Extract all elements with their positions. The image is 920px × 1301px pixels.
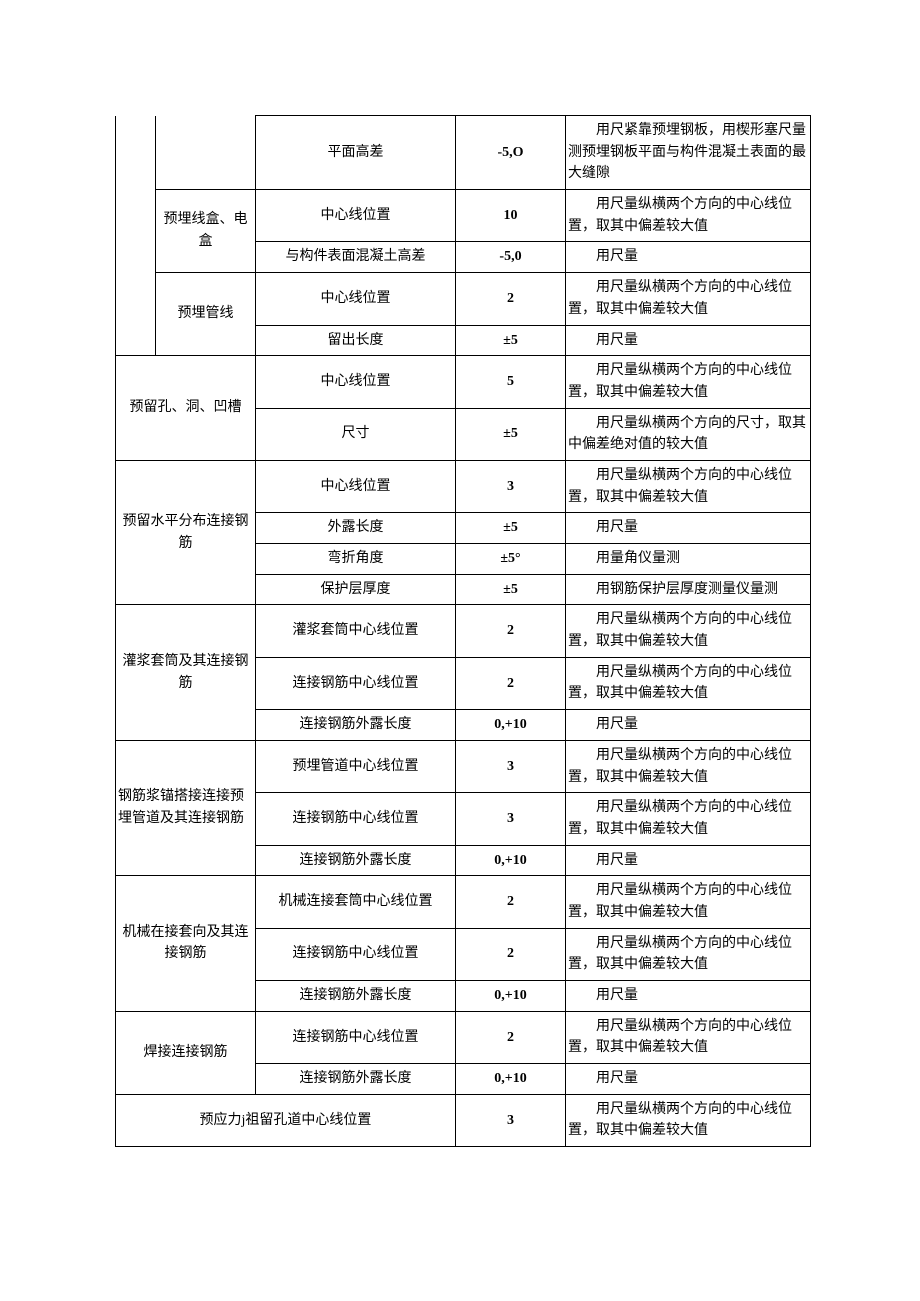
tol-cell: 3: [456, 460, 566, 512]
remark-cell: 用尺量纵横两个方向的中心线位置，取其中偏差较大值: [566, 190, 811, 242]
remark-cell: 用尺紧靠预埋钢板，用楔形塞尺量测预埋钢板平面与构件混凝土表面的最大缝隙: [566, 116, 811, 190]
item-cell: 外露长度: [256, 513, 456, 544]
tol-cell: 3: [456, 1094, 566, 1146]
remark-cell: 用尺量: [566, 845, 811, 876]
group-cell: 预埋线盒、电盒: [156, 190, 256, 273]
item-cell: 预埋管道中心线位置: [256, 740, 456, 792]
tol-cell: 3: [456, 740, 566, 792]
remark-cell: 用尺量: [566, 1064, 811, 1095]
tol-cell: 0,+10: [456, 1064, 566, 1095]
remark-cell: 用尺量纵横两个方向的中心线位置，取其中偏差较大值: [566, 356, 811, 408]
item-cell: 与构件表面混凝土高差: [256, 242, 456, 273]
tol-cell: 0,+10: [456, 710, 566, 741]
tol-cell: -5,0: [456, 242, 566, 273]
tol-cell: 3: [456, 793, 566, 845]
remark-cell: 用尺量纵横两个方向的尺寸，取其中偏差绝对值的较大值: [566, 408, 811, 460]
item-cell: 中心线位置: [256, 190, 456, 242]
tol-cell: 10: [456, 190, 566, 242]
item-cell: 连接钢筋外露长度: [256, 710, 456, 741]
item-cell: 尺寸: [256, 408, 456, 460]
group-cell: 焊接连接钢筋: [116, 1011, 256, 1094]
item-cell: 中心线位置: [256, 460, 456, 512]
item-cell: 中心线位置: [256, 273, 456, 325]
remark-cell: 用钢筋保护层厚度测量仪量测: [566, 574, 811, 605]
item-cell: 灌浆套筒中心线位置: [256, 605, 456, 657]
table-row: 预应力j祖留孔道中心线位置 3 用尺量纵横两个方向的中心线位置，取其中偏差较大值: [116, 1094, 811, 1146]
table-row: 钢筋浆锚搭接连接预埋管道及其连接钢筋 预埋管道中心线位置 3 用尺量纵横两个方向…: [116, 740, 811, 792]
table-row: 预埋线盒、电盒 中心线位置 10 用尺量纵横两个方向的中心线位置，取其中偏差较大…: [116, 190, 811, 242]
item-cell: 平面高差: [256, 116, 456, 190]
tol-cell: 2: [456, 928, 566, 980]
tol-cell: 2: [456, 273, 566, 325]
remark-cell: 用尺量纵横两个方向的中心线位置，取其中偏差较大值: [566, 793, 811, 845]
group-cell: 预留水平分布连接钢筋: [116, 460, 256, 604]
tol-cell: ±5: [456, 325, 566, 356]
tol-cell: ±5: [456, 574, 566, 605]
item-cell: 连接钢筋外露长度: [256, 1064, 456, 1095]
group-cell: 机械在接套向及其连接钢筋: [116, 876, 256, 1011]
item-cell: 留出长度: [256, 325, 456, 356]
group-cell: 灌浆套筒及其连接钢筋: [116, 605, 256, 740]
remark-cell: 用尺量纵横两个方向的中心线位置，取其中偏差较大值: [566, 928, 811, 980]
item-cell: 连接钢筋中心线位置: [256, 928, 456, 980]
group-cell: 预埋管线: [156, 273, 256, 356]
remark-cell: 用尺量: [566, 242, 811, 273]
item-cell: 连接钢筋外露长度: [256, 981, 456, 1012]
tol-cell: 2: [456, 876, 566, 928]
remark-cell: 用尺量纵横两个方向的中心线位置，取其中偏差较大值: [566, 605, 811, 657]
item-cell: 连接钢筋外露长度: [256, 845, 456, 876]
tol-cell: -5,O: [456, 116, 566, 190]
table-row: 机械在接套向及其连接钢筋 机械连接套筒中心线位置 2 用尺量纵横两个方向的中心线…: [116, 876, 811, 928]
table-row: 平面高差 -5,O 用尺紧靠预埋钢板，用楔形塞尺量测预埋钢板平面与构件混凝土表面…: [116, 116, 811, 190]
remark-cell: 用尺量纵横两个方向的中心线位置，取其中偏差较大值: [566, 273, 811, 325]
group-cell: 预留孔、洞、凹槽: [116, 356, 256, 461]
table-row: 焊接连接钢筋 连接钢筋中心线位置 2 用尺量纵横两个方向的中心线位置，取其中偏差…: [116, 1011, 811, 1063]
table-row: 预留水平分布连接钢筋 中心线位置 3 用尺量纵横两个方向的中心线位置，取其中偏差…: [116, 460, 811, 512]
item-cell: 弯折角度: [256, 544, 456, 575]
tol-cell: 0,+10: [456, 845, 566, 876]
table-row: 灌浆套筒及其连接钢筋 灌浆套筒中心线位置 2 用尺量纵横两个方向的中心线位置，取…: [116, 605, 811, 657]
tolerance-table: 平面高差 -5,O 用尺紧靠预埋钢板，用楔形塞尺量测预埋钢板平面与构件混凝土表面…: [115, 115, 811, 1147]
tol-cell: ±5: [456, 408, 566, 460]
group-cell: 预应力j祖留孔道中心线位置: [116, 1094, 456, 1146]
item-cell: 保护层厚度: [256, 574, 456, 605]
remark-cell: 用尺量纵横两个方向的中心线位置，取其中偏差较大值: [566, 1011, 811, 1063]
group-cell: 钢筋浆锚搭接连接预埋管道及其连接钢筋: [116, 740, 256, 875]
item-cell: 连接钢筋中心线位置: [256, 657, 456, 709]
remark-cell: 用尺量纵横两个方向的中心线位置，取其中偏差较大值: [566, 876, 811, 928]
remark-cell: 用量角仪量测: [566, 544, 811, 575]
remark-cell: 用尺量: [566, 710, 811, 741]
tol-cell: ±5°: [456, 544, 566, 575]
item-cell: 连接钢筋中心线位置: [256, 793, 456, 845]
remark-cell: 用尺量: [566, 981, 811, 1012]
table-row: 预埋管线 中心线位置 2 用尺量纵横两个方向的中心线位置，取其中偏差较大值: [116, 273, 811, 325]
tol-cell: 2: [456, 605, 566, 657]
tol-cell: 0,+10: [456, 981, 566, 1012]
table-row: 预留孔、洞、凹槽 中心线位置 5 用尺量纵横两个方向的中心线位置，取其中偏差较大…: [116, 356, 811, 408]
remark-cell: 用尺量纵横两个方向的中心线位置，取其中偏差较大值: [566, 460, 811, 512]
tol-cell: ±5: [456, 513, 566, 544]
tol-cell: 5: [456, 356, 566, 408]
remark-cell: 用尺量纵横两个方向的中心线位置，取其中偏差较大值: [566, 657, 811, 709]
remark-cell: 用尺量: [566, 325, 811, 356]
remark-cell: 用尺量纵横两个方向的中心线位置，取其中偏差较大值: [566, 1094, 811, 1146]
tol-cell: 2: [456, 1011, 566, 1063]
tol-cell: 2: [456, 657, 566, 709]
item-cell: 机械连接套筒中心线位置: [256, 876, 456, 928]
item-cell: 中心线位置: [256, 356, 456, 408]
remark-cell: 用尺量纵横两个方向的中心线位置，取其中偏差较大值: [566, 740, 811, 792]
remark-cell: 用尺量: [566, 513, 811, 544]
item-cell: 连接钢筋中心线位置: [256, 1011, 456, 1063]
